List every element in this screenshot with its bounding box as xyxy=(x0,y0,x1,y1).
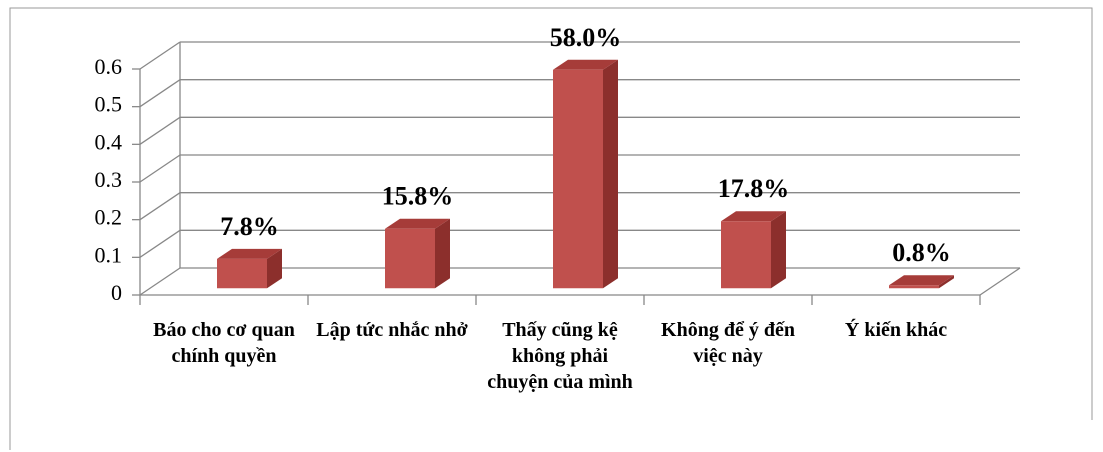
y-tick-label: 0.1 xyxy=(95,242,123,267)
bar-face xyxy=(267,248,282,289)
x-tick-label: Ý kiến khác xyxy=(844,319,948,341)
x-tick-label: Báo cho cơ quan chính quyền xyxy=(153,319,295,367)
bar xyxy=(385,218,450,289)
y-tick-label: 0.2 xyxy=(95,205,123,230)
y-tick-label: 0.5 xyxy=(95,92,123,117)
x-tick-label: Lập tức nhắc nhở xyxy=(316,319,468,341)
bar-face xyxy=(217,258,267,289)
bar-face xyxy=(553,69,603,289)
bar xyxy=(889,275,954,289)
x-tick-label: Không để ý đến việc này xyxy=(661,319,795,367)
y-tick-label: 0.4 xyxy=(95,129,123,154)
y-tick-label: 0 xyxy=(111,280,122,305)
grid-line xyxy=(139,41,181,70)
bar-face xyxy=(435,218,450,289)
bar-face xyxy=(771,211,786,289)
grid-line xyxy=(139,154,181,183)
value-label: 17.8% xyxy=(718,174,790,203)
bar-face xyxy=(553,59,618,70)
bar-face xyxy=(889,275,954,286)
value-label: 15.8% xyxy=(382,182,454,211)
grid-line xyxy=(139,116,181,145)
bar-face xyxy=(721,211,786,222)
bar xyxy=(721,211,786,289)
value-label: 7.8% xyxy=(220,212,279,241)
bar xyxy=(217,248,282,289)
bar-face xyxy=(603,59,618,289)
y-tick-label: 0.6 xyxy=(95,54,123,79)
bar-face xyxy=(217,248,282,259)
grid-line xyxy=(139,229,181,258)
bar xyxy=(553,59,618,289)
bar-face xyxy=(721,221,771,289)
x-tick-label: Thấy cũng kệ không phải chuyện của mình xyxy=(487,319,633,393)
grid-line xyxy=(139,267,181,296)
value-label: 0.8% xyxy=(892,238,951,267)
grid-line xyxy=(139,192,181,221)
floor xyxy=(979,267,1021,296)
value-label: 58.0% xyxy=(550,23,622,52)
bar-face xyxy=(385,228,435,289)
frame xyxy=(9,7,1093,450)
grid-line xyxy=(139,79,181,108)
bar-face xyxy=(889,285,939,289)
y-tick-label: 0.3 xyxy=(95,167,123,192)
bar-face xyxy=(385,218,450,229)
bar-face xyxy=(939,275,954,289)
